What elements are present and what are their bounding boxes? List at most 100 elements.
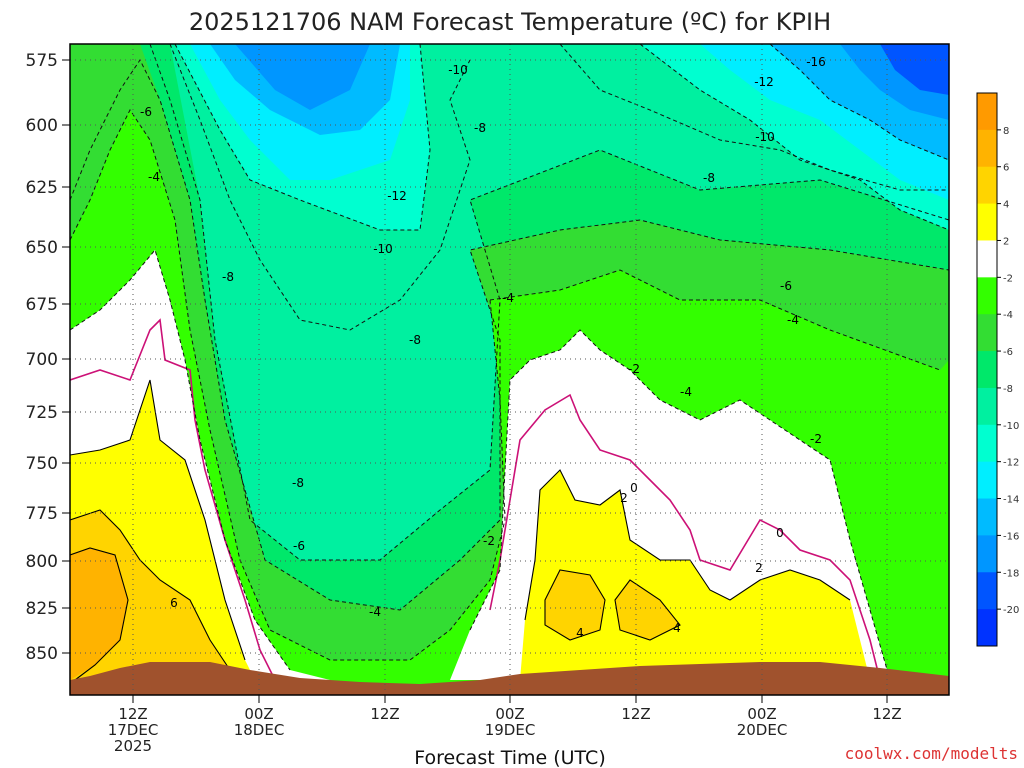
band-minus20-right <box>880 44 949 95</box>
contour-minus2-left <box>70 248 291 671</box>
contour-label: -4 <box>148 170 160 184</box>
y-tick-label: 575 <box>26 51 58 71</box>
grid <box>70 44 949 695</box>
x-tick-label: 12Z <box>621 705 650 723</box>
contour-label: -4 <box>680 385 692 399</box>
band-minus18 <box>235 44 370 110</box>
colorbar-label: -4 <box>1003 310 1013 321</box>
contour-label: -6 <box>293 539 305 553</box>
chart-title: 2025121706 NAM Forecast Temperature (ºC)… <box>189 8 831 36</box>
x-tick-label: 12Z <box>872 705 901 723</box>
contour-label: -12 <box>387 189 407 203</box>
contour-plus2-center <box>524 469 851 621</box>
contour-minus12-left <box>174 44 431 231</box>
y-tick-label: 625 <box>26 178 58 198</box>
contour-label: -4 <box>502 291 514 305</box>
band-plus4-center2 <box>615 580 680 640</box>
x-tick-label: 00Z <box>747 705 776 723</box>
y-tick-label: 675 <box>26 295 58 315</box>
contour-plus2-left <box>70 379 246 661</box>
colorbar-swatch <box>977 498 997 536</box>
colorbar-label: -20 <box>1003 605 1019 616</box>
colorbar-swatch <box>977 129 997 168</box>
x-tick-label: 17DEC <box>108 721 159 739</box>
y-tick-label: 825 <box>26 599 58 619</box>
contour-label: -10 <box>373 242 393 256</box>
colorbar-swatch <box>977 314 997 352</box>
contour-label: 6 <box>170 596 178 610</box>
contour-label: -8 <box>409 333 421 347</box>
colorbar-swatch <box>977 93 997 131</box>
contour-label: -8 <box>703 171 715 185</box>
colorbar-swatch <box>977 572 997 610</box>
contour-label: -2 <box>628 362 640 376</box>
colorbar-label: -10 <box>1003 421 1019 432</box>
colorbar-frame <box>976 92 998 647</box>
contour-plus6-left <box>70 547 129 681</box>
contour-label: 0 <box>630 481 638 495</box>
contour-label: -10 <box>755 130 775 144</box>
contour-label: -6 <box>140 105 152 119</box>
band-plus2-center <box>520 470 870 680</box>
x-tick-label: 00Z <box>495 705 524 723</box>
contour-label: -8 <box>222 270 234 284</box>
y-tick-label: 800 <box>26 552 58 572</box>
contour-plus4-center2 <box>614 579 681 641</box>
contour-label: -10 <box>448 63 468 77</box>
contour-minus10-right <box>559 44 949 191</box>
colorbar-swatch <box>977 424 997 463</box>
x-tick-label: 12Z <box>118 705 147 723</box>
freezing-contour-right <box>489 393 881 681</box>
colorbar-swatch <box>977 387 997 426</box>
contour-plus4-center <box>544 569 606 641</box>
y-tick-label: 775 <box>26 504 58 524</box>
contour-label: 4 <box>673 621 681 635</box>
colorbar-swatch <box>977 240 997 278</box>
contour-label: -8 <box>474 121 486 135</box>
contour-label: 4 <box>576 626 584 640</box>
colorbar-label: -2 <box>1003 273 1013 284</box>
colorbar-label: 2 <box>1003 236 1009 247</box>
colorbar-swatch <box>977 535 997 573</box>
contour-minus10 <box>169 44 471 331</box>
contour-minus16-right <box>769 44 949 161</box>
colorbar: 8 6 4 2 -2 -4 -6 -8 -10 -12 -14 -16 -18 -20 <box>976 92 1019 647</box>
colorbar-swatch <box>977 609 997 647</box>
colorbar-label: -6 <box>1003 347 1013 358</box>
y-tick-label: 650 <box>26 238 58 258</box>
contour-label: -12 <box>754 75 774 89</box>
contour-plus4-left <box>70 509 231 671</box>
contour-minus6 <box>70 59 949 611</box>
contour-label: 0 <box>776 526 784 540</box>
contour-label: -2 <box>483 534 495 548</box>
y-tick-label: 850 <box>26 644 58 664</box>
contour-labels: -16 -12 -12 -10 -10 -10 -8 -8 -8 -8 -8 -6 -6 -6 -4 -4 -4… <box>140 55 826 640</box>
band-plus6-left <box>70 548 128 680</box>
terrain <box>70 662 949 695</box>
colorbar-label: 8 <box>1003 126 1009 137</box>
band-plus4-center <box>545 570 605 640</box>
freezing-contour-left <box>70 318 276 681</box>
contour-minus12-right <box>639 44 949 231</box>
x-tick-label: 18DEC <box>234 721 285 739</box>
contour-label: -4 <box>369 605 381 619</box>
x-axis-label: Forecast Time (UTC) <box>414 747 605 768</box>
y-axis: 575 600 625 650 675 700 725 750 775 800 825 850 <box>26 51 70 664</box>
x-tick-label: 19DEC <box>485 721 536 739</box>
contour-label: -16 <box>806 55 826 69</box>
x-tick-label: 12Z <box>370 705 399 723</box>
colorbar-label: -16 <box>1003 531 1019 542</box>
temperature-field: -16 -12 -12 -10 -10 -10 -8 -8 -8 -8 -8 -6 -6 -6 -4 -4 -4… <box>70 44 949 695</box>
colorbar-swatch <box>977 203 997 241</box>
watermark: coolwx.com/modelts <box>845 744 1018 763</box>
contour-minus4-right <box>489 269 941 371</box>
colorbar-label: -8 <box>1003 384 1013 395</box>
colorbar-label: -12 <box>1003 458 1019 469</box>
colorbar-label: -18 <box>1003 568 1019 579</box>
contour-label: -2 <box>810 432 822 446</box>
y-tick-label: 600 <box>26 116 58 136</box>
y-tick-label: 700 <box>26 350 58 370</box>
y-tick-label: 725 <box>26 403 58 423</box>
